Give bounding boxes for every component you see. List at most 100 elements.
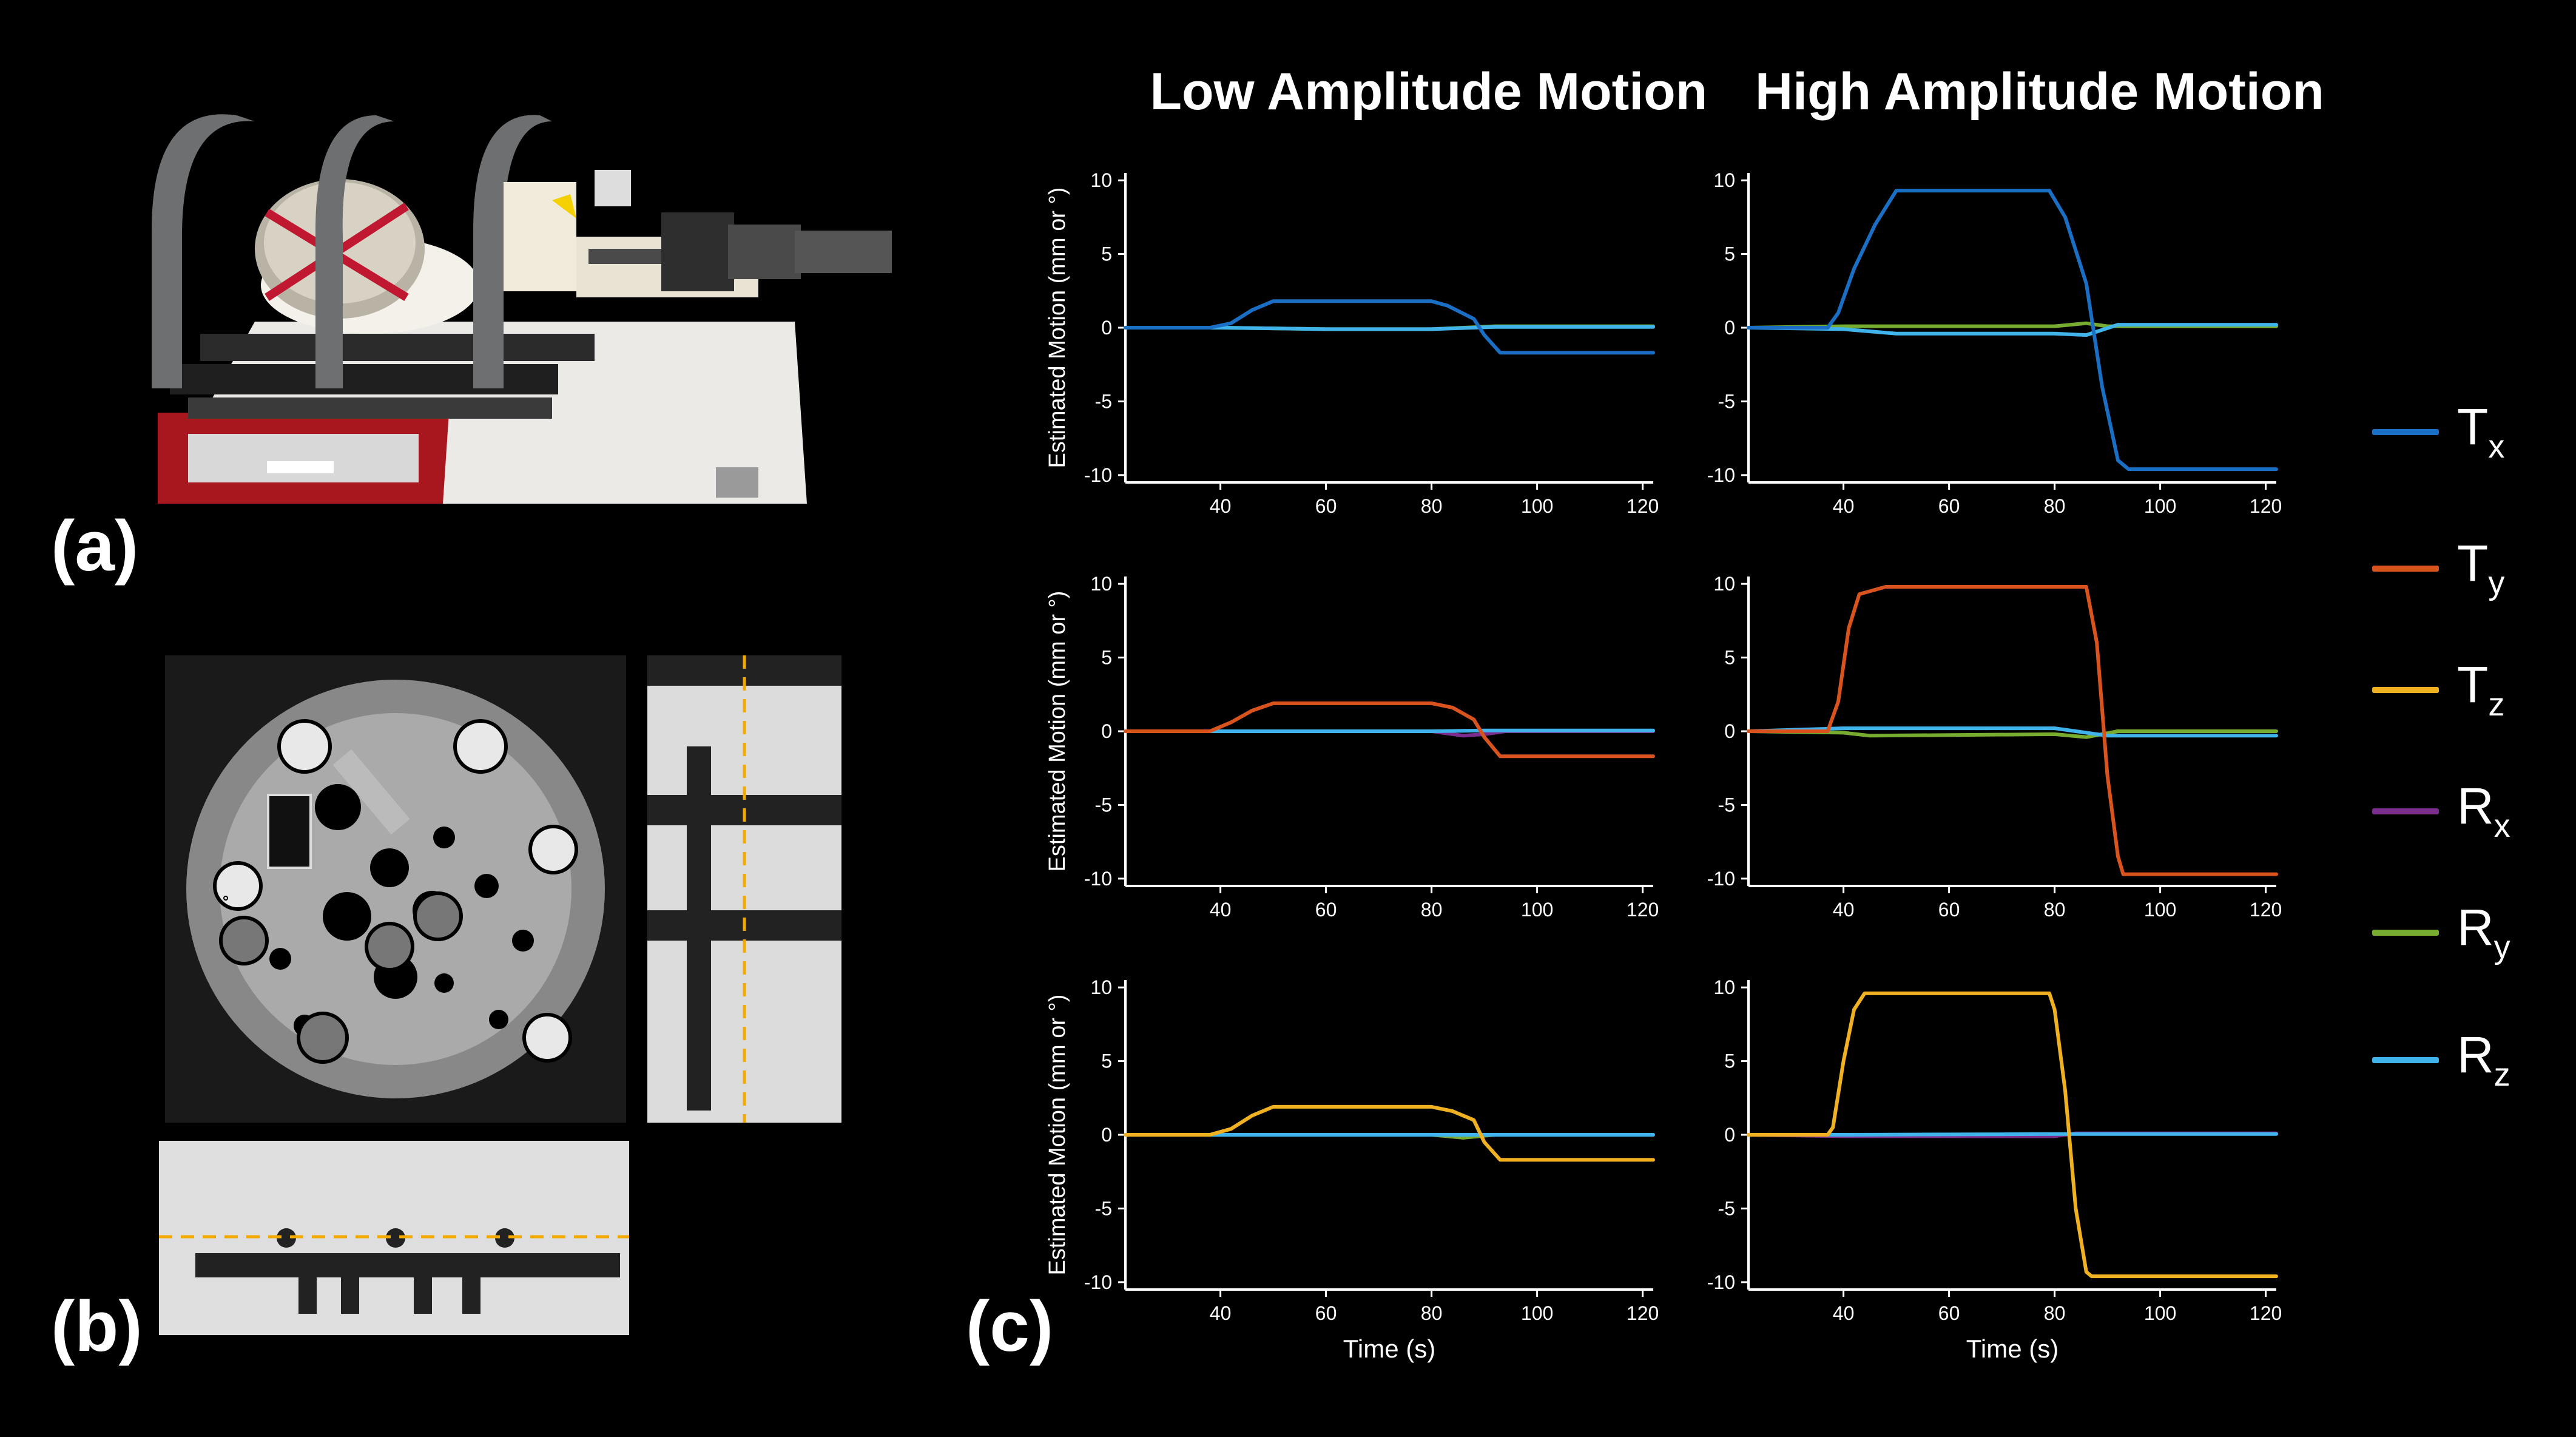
plot-Tz-high-y-tick-label: 10 <box>1713 976 1735 998</box>
legend-swatch <box>2372 1057 2439 1063</box>
legend-item-Rx: Rx <box>2372 777 2566 844</box>
panel-label-c: (c) <box>966 1287 1054 1367</box>
plot-Ty-high-y-tick-label: 10 <box>1713 573 1735 595</box>
plot-Tz-high-y-tick-label: 5 <box>1724 1050 1735 1072</box>
panel-label-a: (a) <box>51 506 139 586</box>
plot-Tx-high-x-tick-label: 60 <box>1938 495 1960 517</box>
legend-item-Ry: Ry <box>2372 898 2566 965</box>
plot-Ty-low-y-tick-label: 10 <box>1090 573 1112 595</box>
legend-label-main: R <box>2457 777 2494 834</box>
legend-item-Tx: Tx <box>2372 397 2566 465</box>
plot-Tx-low-x-tick-label: 80 <box>1421 495 1443 517</box>
plot-Tz-high-x-tick-label: 100 <box>2144 1302 2176 1324</box>
plot-Tz-high-x-tick-label: 80 <box>2044 1302 2066 1324</box>
legend-item-Rz: Rz <box>2372 1026 2566 1093</box>
plot-Tx-low-x-tick-label: 40 <box>1210 495 1232 517</box>
legend-label-main: T <box>2457 656 2489 713</box>
plot-Tz-low-y-tick-label: 5 <box>1101 1050 1112 1072</box>
plot-Ty-high-x-tick-label: 80 <box>2044 899 2066 921</box>
plot-Tz-low-x-tick-label: 60 <box>1315 1302 1337 1324</box>
legend-swatch <box>2372 566 2439 572</box>
plot-Tz-high-x-tick-label: 40 <box>1833 1302 1855 1324</box>
plot-Tz-low-y-tick-label: -5 <box>1095 1197 1112 1219</box>
plot-Tx-low-y-tick-label: -5 <box>1095 390 1112 412</box>
motion-stage-photo <box>152 114 892 504</box>
plot-Tz-low-y-axis-label: Estimated Motion (mm or °) <box>1045 995 1070 1276</box>
plot-Ty-low-series-Ty <box>1124 701 1655 759</box>
plot-Tz-low-series-Tz <box>1124 1104 1655 1162</box>
plot-Ty-high-x-tick-label: 40 <box>1833 899 1855 921</box>
plot-Tz-low-x-tick-label: 80 <box>1421 1302 1443 1324</box>
legend-swatch <box>2372 429 2439 435</box>
legend-item-Ty: Ty <box>2372 534 2566 601</box>
legend-label-sub: x <box>2488 428 2505 465</box>
plot-Tx-high-y-tick-label: -5 <box>1718 390 1735 412</box>
legend-label-main: T <box>2457 398 2489 455</box>
plot-Tz-low-x-tick-label: 40 <box>1210 1302 1232 1324</box>
legend-label: Ry <box>2457 898 2510 966</box>
legend-label-sub: x <box>2493 808 2510 844</box>
column-title-high: High Amplitude Motion <box>1755 63 2324 121</box>
plot-Tx-high-y-tick-label: 5 <box>1724 243 1735 265</box>
plot-Ty-low-y-tick-label: 5 <box>1101 647 1112 669</box>
plot-Ty-low-y-axis-label: Estimated Motion (mm or °) <box>1045 591 1070 872</box>
plot-Tz-low-y-tick-label: 0 <box>1101 1124 1112 1146</box>
plot-Ty-low-y-tick-label: 0 <box>1101 720 1112 742</box>
plot-Ty-high-x-tick-label: 60 <box>1938 899 1960 921</box>
plot-Ty-high-y-tick-label: -5 <box>1718 794 1735 816</box>
plot-Tx-high-y-tick-label: -10 <box>1707 464 1735 486</box>
legend-label: Tx <box>2457 397 2504 465</box>
plot-Tz-low-x-axis-label: Time (s) <box>1343 1334 1435 1363</box>
legend-label-sub: z <box>2488 686 2505 723</box>
plot-Tx-high-x-tick-label: 100 <box>2144 495 2176 517</box>
legend-label: Ty <box>2457 534 2504 602</box>
plot-Tx-high-series-Ry <box>1747 321 2278 330</box>
legend-swatch <box>2372 687 2439 693</box>
legend-label-sub: z <box>2493 1057 2510 1093</box>
plot-Tx-low-x-tick-label: 100 <box>1521 495 1553 517</box>
plot-Tz-high-x-axis-label: Time (s) <box>1966 1334 2058 1363</box>
plot-Tx-high-x-tick-label: 40 <box>1833 495 1855 517</box>
legend-label-sub: y <box>2493 929 2510 965</box>
plot-Tz-high-series-Tz <box>1747 991 2278 1279</box>
legend-label-main: R <box>2457 1026 2494 1083</box>
plot-Ty-low-x-tick-label: 100 <box>1521 899 1553 921</box>
plot-Tz-high-y-tick-label: -5 <box>1718 1197 1735 1219</box>
plot-Ty-low-x-tick-label: 60 <box>1315 899 1337 921</box>
plot-Tx-low-x-tick-label: 60 <box>1315 495 1337 517</box>
legend-label-sub: y <box>2488 565 2505 601</box>
plot-Tx-high-x-tick-label: 80 <box>2044 495 2066 517</box>
plot-Tx-low-y-tick-label: 5 <box>1101 243 1112 265</box>
plot-Tx-low-y-axis-label: Estimated Motion (mm or °) <box>1045 188 1070 468</box>
legend-label: Tz <box>2457 655 2504 723</box>
plot-Tx-low-x-tick-label: 120 <box>1627 495 1659 517</box>
plot-Ty-high-series-Ty <box>1747 585 2278 876</box>
plot-Ty-high-y-tick-label: 5 <box>1724 647 1735 669</box>
panel-label-b: (b) <box>51 1287 143 1367</box>
plot-Tx-low-y-tick-label: -10 <box>1084 464 1112 486</box>
plot-Ty-low-x-tick-label: 120 <box>1627 899 1659 921</box>
plot-Tx-low-y-tick-label: 10 <box>1090 169 1112 191</box>
plot-Ty-high-series-Ry <box>1747 729 2278 739</box>
plot-Tz-low-x-tick-label: 100 <box>1521 1302 1553 1324</box>
plot-Ty-high-x-tick-label: 100 <box>2144 899 2176 921</box>
plot-Ty-high-y-tick-label: -10 <box>1707 868 1735 890</box>
plot-Tx-high-y-tick-label: 0 <box>1724 317 1735 339</box>
plot-Tx-low-y-tick-label: 0 <box>1101 317 1112 339</box>
plot-Ty-high-y-tick-label: 0 <box>1724 720 1735 742</box>
plot-Tz-low-y-tick-label: -10 <box>1084 1271 1112 1293</box>
plot-Ty-high-x-tick-label: 120 <box>2250 899 2282 921</box>
legend-label-main: R <box>2457 899 2494 956</box>
plot-Ty-low-x-tick-label: 40 <box>1210 899 1232 921</box>
column-title-low: Low Amplitude Motion <box>1150 63 1708 121</box>
plot-Tx-high-series-Tx <box>1747 189 2278 472</box>
legend-item-Tz: Tz <box>2372 655 2566 723</box>
plot-Ty-low-y-tick-label: -5 <box>1095 794 1112 816</box>
phantom-mri-slices <box>159 655 841 1335</box>
plot-Ty-low-x-tick-label: 80 <box>1421 899 1443 921</box>
plot-Tz-high-y-tick-label: -10 <box>1707 1271 1735 1293</box>
plot-Ty-low-y-tick-label: -10 <box>1084 868 1112 890</box>
plot-Tx-high-series-Rz <box>1747 323 2278 337</box>
plot-Tx-high-y-tick-label: 10 <box>1713 169 1735 191</box>
plot-Tz-high-x-tick-label: 120 <box>2250 1302 2282 1324</box>
